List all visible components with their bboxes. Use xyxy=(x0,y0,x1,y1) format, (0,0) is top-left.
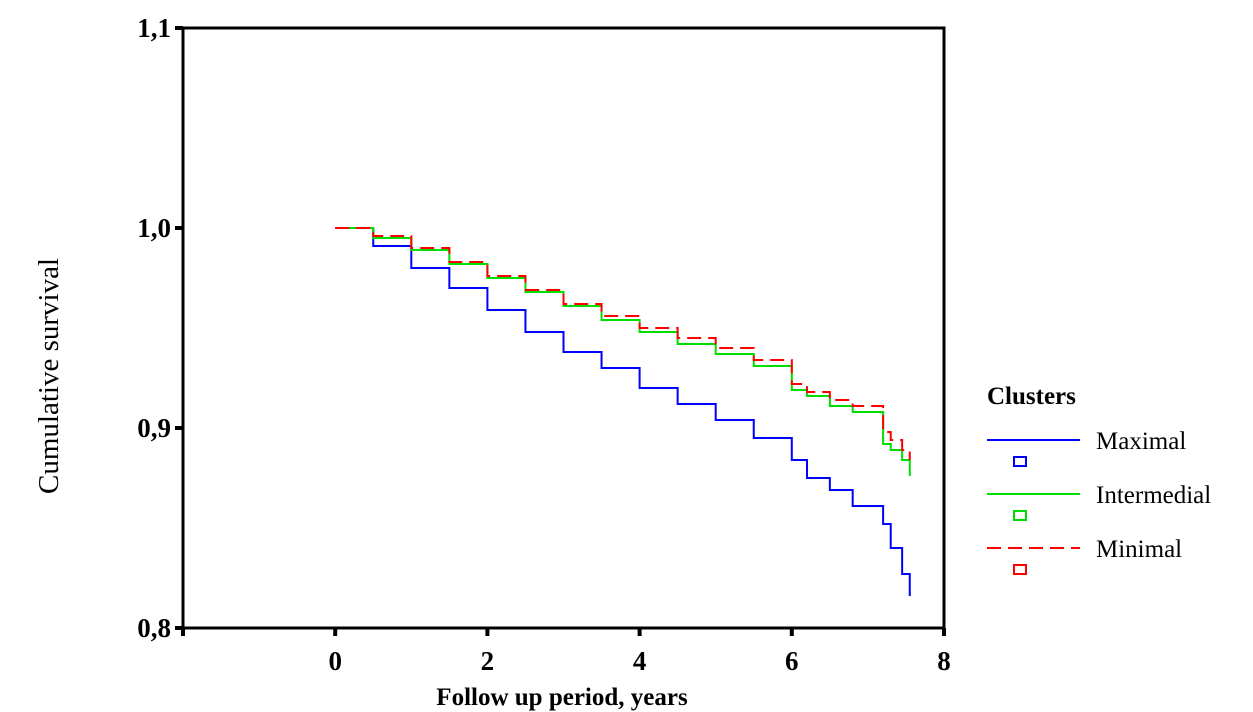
series-line-intermedial xyxy=(335,227,911,476)
labels-layer: Cumulative survival Follow up period, ye… xyxy=(33,258,688,711)
legend-label-intermedial: Intermedial xyxy=(1096,482,1211,509)
y-tick-label: 0,8 xyxy=(137,613,171,643)
x-tick-label: 4 xyxy=(633,646,647,676)
legend-marker-maximal xyxy=(1013,456,1027,467)
x-axis-title: Follow up period, years xyxy=(436,684,688,711)
legend-marker-minimal xyxy=(1013,564,1027,575)
x-tick-label: 0 xyxy=(328,646,342,676)
x-tick-label: 2 xyxy=(481,646,495,676)
legend-label-minimal: Minimal xyxy=(1096,536,1182,563)
legend-label-maximal: Maximal xyxy=(1096,428,1186,455)
y-tick-label: 0,9 xyxy=(137,413,171,443)
legend: Clusters Maximal Intermedial Minimal xyxy=(987,383,1211,575)
series-line-maximal xyxy=(335,227,911,596)
plot-frame xyxy=(181,26,946,630)
y-tick-label: 1,0 xyxy=(137,213,171,243)
series-line-minimal xyxy=(335,227,911,460)
y-axis-title: Cumulative survival xyxy=(33,258,65,494)
legend-marker-intermedial xyxy=(1013,510,1027,521)
axes-layer: 0,8 0,9 1,0 1,1 0 2 4 6 8 xyxy=(137,13,951,676)
x-tick-label: 8 xyxy=(937,646,951,676)
series-layer xyxy=(335,227,911,596)
legend-title: Clusters xyxy=(987,383,1076,410)
x-tick-label: 6 xyxy=(785,646,799,676)
y-tick-label: 1,1 xyxy=(137,13,171,43)
